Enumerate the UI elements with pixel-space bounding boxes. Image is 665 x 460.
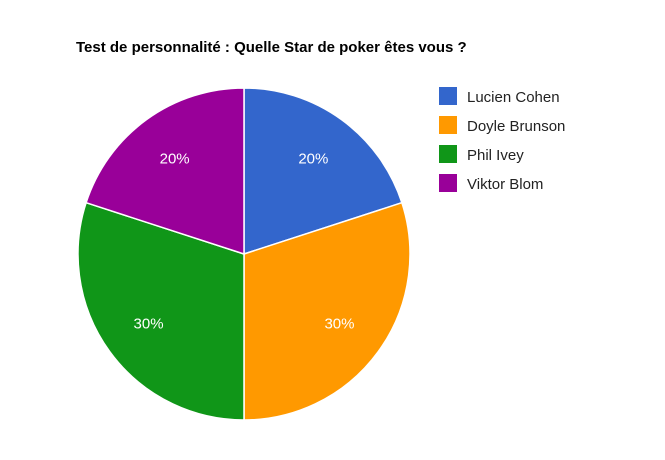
legend-label-doyle-brunson: Doyle Brunson [467, 118, 565, 135]
pie-slice-phil-ivey [77, 201, 245, 421]
legend-label-phil-ivey: Phil Ivey [467, 147, 524, 164]
pie-slice-lucien-cohen [243, 87, 403, 256]
legend-swatch-lucien-cohen [439, 87, 457, 105]
legend-swatch-viktor-blom [439, 174, 457, 192]
legend-swatch-doyle-brunson [439, 116, 457, 134]
legend-label-viktor-blom: Viktor Blom [467, 176, 543, 193]
slice-label-viktor-blom: 20% [160, 151, 190, 168]
pie-slices [77, 87, 411, 421]
pie-slice-labels: 20% 30% 30% 20% [134, 151, 355, 333]
slice-label-doyle-brunson: 30% [324, 315, 354, 332]
slice-label-lucien-cohen: 20% [298, 151, 328, 168]
chart-title: Test de personnalité : Quelle Star de po… [76, 39, 467, 56]
legend: Lucien Cohen Doyle Brunson Phil Ivey Viktor… [439, 87, 565, 193]
pie-slice-viktor-blom [85, 87, 245, 256]
legend-swatch-phil-ivey [439, 145, 457, 163]
legend-label-lucien-cohen: Lucien Cohen [467, 89, 560, 106]
slice-label-phil-ivey: 30% [134, 315, 164, 332]
pie-slice-doyle-brunson [243, 201, 411, 421]
